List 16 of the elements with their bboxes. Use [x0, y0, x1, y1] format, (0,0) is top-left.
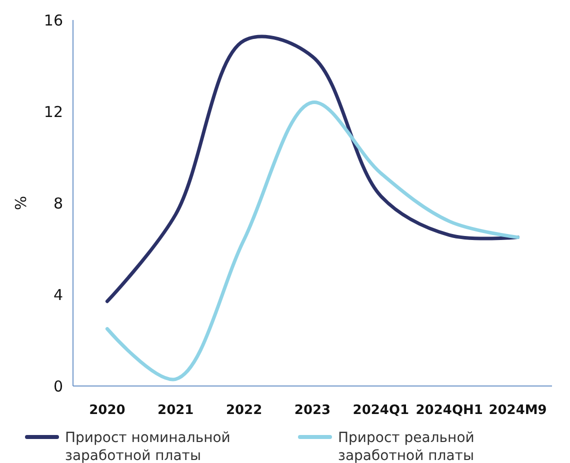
line-series [105, 100, 520, 381]
x-tick-label: 2022 [226, 403, 262, 418]
y-axis-title: % [12, 196, 30, 210]
x-tick-label: 2024QH1 [416, 403, 483, 418]
y-tick-label: 12 [44, 102, 63, 121]
x-tick-label: 2020 [89, 403, 126, 418]
x-tick-label: 2024Q1 [352, 403, 410, 418]
y-tick-label: 16 [44, 11, 63, 30]
y-tick-label: 8 [53, 194, 63, 212]
x-tick-label: 2024M9 [488, 403, 547, 418]
y-tick-label: 4 [53, 286, 63, 304]
x-tick-label: 2023 [294, 403, 331, 418]
legend-label: Прирост реальной заработной платы [338, 430, 474, 463]
legend-label: Прирост номинальной заработной платы [65, 430, 230, 463]
y-tick-label: 0 [53, 377, 63, 396]
x-tick-label: 2021 [158, 403, 194, 418]
